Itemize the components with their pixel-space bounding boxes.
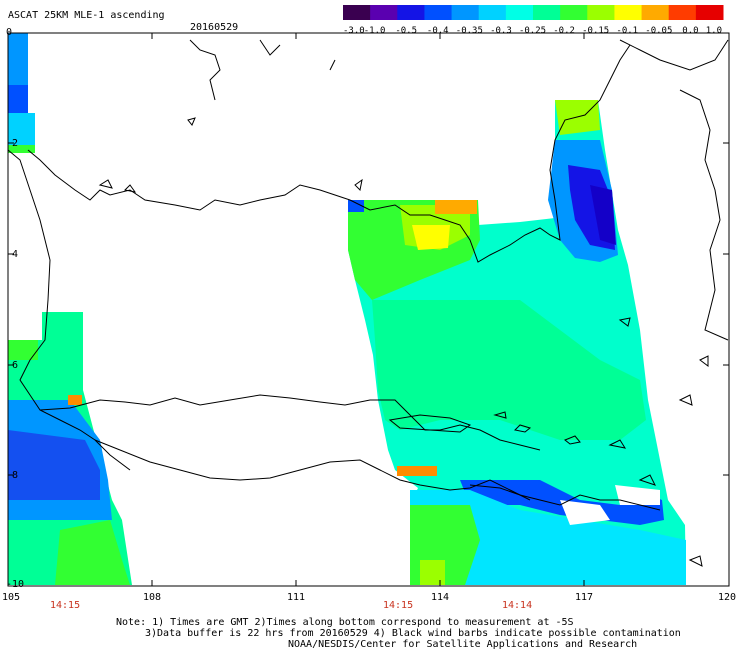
swath-region bbox=[555, 100, 600, 135]
colorbar-swatch bbox=[695, 5, 724, 20]
y-tick-label: 0 bbox=[6, 27, 13, 38]
swath-cell bbox=[8, 340, 38, 360]
y-tick-label: -6 bbox=[6, 360, 19, 371]
colorbar-swatch bbox=[478, 5, 507, 20]
product-title: ASCAT 25KM MLE-1 ascending bbox=[8, 10, 165, 21]
colorbar-label: -0.25 bbox=[519, 26, 546, 36]
swath-time: 14:15 bbox=[383, 600, 414, 611]
y-tick-label: -8 bbox=[6, 470, 19, 481]
x-tick-label: 108 bbox=[143, 592, 162, 603]
swath-region bbox=[590, 185, 616, 245]
colorbar-swatch bbox=[505, 5, 534, 20]
swath-region bbox=[420, 560, 445, 585]
sumatra-coast bbox=[27, 149, 351, 211]
colorbar-label: -3.0 bbox=[343, 26, 365, 36]
northern-islands bbox=[98, 39, 363, 193]
y-tick-label: -4 bbox=[6, 249, 19, 260]
swath-data bbox=[8, 33, 686, 585]
colorbar-label: -0.3 bbox=[490, 26, 512, 36]
product-date: 20160529 bbox=[190, 22, 239, 33]
swath-cell bbox=[8, 113, 35, 150]
colorbar-swatch bbox=[424, 5, 453, 20]
swath-region bbox=[372, 300, 646, 440]
bali-lombok-coast bbox=[469, 484, 661, 511]
colorbar: -3.0 -1.0 -0.5 -0.4 -0.35 -0.3 -0.25 -0.2 -0.15-… bbox=[343, 5, 724, 36]
sulawesi-coast bbox=[619, 39, 729, 71]
colorbar-label: -0.1 bbox=[616, 26, 638, 36]
colorbar-swatch bbox=[641, 5, 670, 20]
y-tick-label: -2 bbox=[6, 138, 19, 149]
y-tick-label: -10 bbox=[6, 579, 25, 590]
swath-region bbox=[8, 430, 100, 500]
colorbar-label: -0.05 bbox=[645, 26, 672, 36]
colorbar-swatch bbox=[343, 5, 371, 20]
colorbar-swatch bbox=[397, 5, 425, 20]
swath-region bbox=[412, 225, 450, 250]
colorbar-swatch bbox=[533, 5, 561, 20]
swath-time: 14:14 bbox=[502, 600, 533, 611]
swath-region bbox=[560, 500, 610, 525]
coastlines bbox=[8, 39, 729, 567]
colorbar-swatch bbox=[614, 5, 643, 20]
x-tick-label: 120 bbox=[718, 592, 737, 603]
swath-region bbox=[55, 520, 130, 585]
colorbar-swatch bbox=[370, 5, 398, 20]
colorbar-label: -0.4 bbox=[427, 26, 449, 36]
colorbar-label: 0.0 bbox=[682, 26, 698, 36]
colorbar-label: -1.0 bbox=[364, 26, 386, 36]
colorbar-label: -0.15 bbox=[582, 26, 609, 36]
swath-cell bbox=[348, 200, 364, 212]
borneo-coast bbox=[349, 44, 631, 263]
swath-region bbox=[410, 490, 686, 585]
sumatra-south-coast bbox=[8, 149, 131, 471]
colorbar-label: -0.2 bbox=[553, 26, 575, 36]
colorbar-label: -0.5 bbox=[395, 26, 417, 36]
x-tick-label: 111 bbox=[287, 592, 306, 603]
sulawesi-coast-south bbox=[679, 89, 729, 341]
colorbar-label: -0.35 bbox=[456, 26, 483, 36]
colorbar-swatch bbox=[451, 5, 480, 20]
java-coast-south bbox=[94, 439, 531, 501]
x-tick-label: 114 bbox=[431, 592, 450, 603]
small-islands bbox=[493, 411, 656, 486]
swath-cell bbox=[397, 466, 437, 476]
swath-cell bbox=[435, 200, 477, 214]
east-islands bbox=[618, 317, 709, 567]
madura-coast bbox=[388, 414, 472, 433]
colorbar-swatch bbox=[560, 5, 588, 20]
note-line-1: Note: 1) Times are GMT 2)Times along bot… bbox=[116, 617, 574, 628]
colorbar-swatch bbox=[587, 5, 615, 20]
swath-time: 14:15 bbox=[50, 600, 81, 611]
map-frame bbox=[7, 32, 730, 587]
axis-ticks bbox=[7, 32, 730, 587]
x-tick-label: 105 bbox=[2, 592, 21, 603]
swath-cell bbox=[8, 85, 28, 115]
colorbar-swatch bbox=[668, 5, 697, 20]
swath-cell bbox=[8, 145, 35, 153]
swath-cell bbox=[68, 395, 82, 405]
colorbar-label: 1.0 bbox=[706, 26, 722, 36]
java-coast-north bbox=[39, 394, 541, 451]
swath-region bbox=[615, 485, 660, 505]
note-line-2: 3)Data buffer is 22 hrs from 20160529 4)… bbox=[145, 628, 681, 639]
note-line-3: NOAA/NESDIS/Center for Satellite Applica… bbox=[288, 639, 638, 650]
x-tick-label: 117 bbox=[575, 592, 594, 603]
